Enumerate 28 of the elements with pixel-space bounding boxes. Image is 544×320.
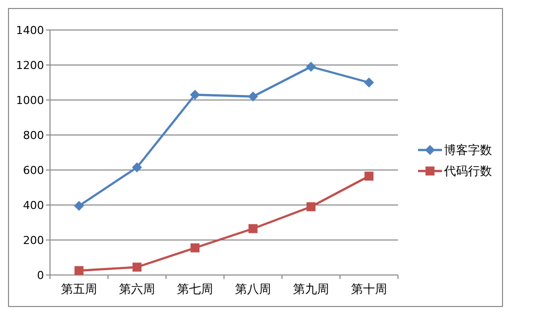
y-tick-label: 1400 [16, 24, 44, 37]
x-tick-label: 第九周 [293, 282, 329, 296]
point [74, 266, 84, 276]
point [306, 202, 316, 212]
y-tick-label: 600 [23, 164, 44, 177]
y-tick-label: 400 [23, 198, 44, 212]
legend-label: 代码行数 [443, 164, 492, 178]
x-tick-label: 第七周 [177, 282, 213, 296]
y-tick-label: 0 [37, 268, 44, 282]
point [306, 62, 316, 72]
point [364, 78, 374, 88]
point [132, 162, 142, 172]
point [132, 262, 142, 272]
point [248, 224, 258, 234]
point [248, 92, 258, 102]
x-tick-label: 第八周 [235, 282, 271, 296]
y-tick-label: 800 [23, 128, 44, 142]
point [190, 243, 200, 252]
y-tick-label: 1200 [16, 58, 44, 72]
y-tick-label: 1000 [16, 94, 44, 107]
x-tick-label: 第六周 [119, 282, 155, 296]
point [74, 200, 84, 211]
y-tick-label: 200 [23, 234, 44, 247]
x-tick-label: 第五周 [61, 282, 97, 296]
legend-label: 博客字数 [444, 143, 492, 158]
point [364, 172, 374, 181]
point [190, 90, 200, 100]
x-tick-label: 第十周 [351, 282, 387, 296]
